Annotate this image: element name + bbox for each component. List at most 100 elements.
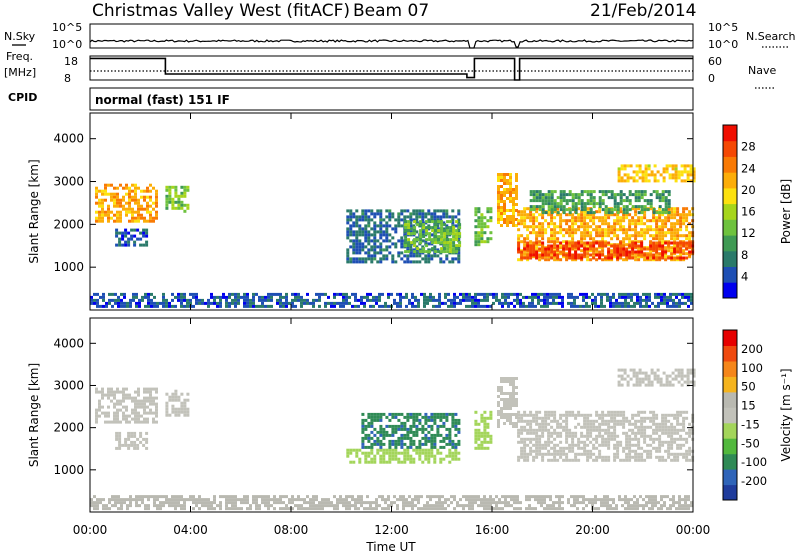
heatmap-cell	[99, 498, 102, 502]
heatmap-cell	[474, 213, 478, 217]
heatmap-cell	[512, 197, 515, 200]
heatmap-cell	[417, 304, 420, 308]
heatmap-cell	[421, 209, 425, 213]
heatmap-cell	[477, 428, 481, 432]
heatmap-cell	[616, 253, 620, 257]
heatmap-cell	[532, 253, 536, 257]
heatmap-cell	[140, 402, 143, 406]
heatmap-cell	[394, 427, 398, 431]
heatmap-cell	[610, 258, 614, 262]
heatmap-cell	[675, 295, 678, 299]
heatmap-cell	[601, 410, 605, 414]
heatmap-cell	[134, 414, 137, 418]
heatmap-cell	[523, 452, 527, 456]
heatmap-cell	[177, 407, 181, 411]
heatmap-cell	[515, 176, 518, 179]
freq-tick-top: 18	[64, 55, 78, 68]
heatmap-cell	[237, 498, 240, 502]
heatmap-cell	[489, 440, 493, 444]
heatmap-cell	[404, 238, 408, 242]
heatmap-cell	[422, 250, 426, 254]
heatmap-cell	[507, 292, 510, 296]
heatmap-cell	[418, 248, 422, 252]
heatmap-cell	[637, 244, 641, 248]
heatmap-cell	[631, 437, 635, 441]
heatmap-cell	[408, 495, 411, 499]
heatmap-cell	[606, 292, 609, 296]
heatmap-cell	[507, 501, 510, 505]
heatmap-cell	[503, 407, 506, 410]
heatmap-cell	[421, 215, 425, 219]
heatmap-cell	[435, 298, 438, 302]
heatmap-cell	[501, 304, 504, 308]
heatmap-cell	[369, 292, 372, 296]
heatmap-cell	[382, 239, 386, 243]
heatmap-cell	[503, 380, 506, 383]
heatmap-cell	[438, 295, 441, 299]
heatmap-cell	[450, 298, 453, 302]
heatmap-cell	[98, 219, 101, 223]
heatmap-cell	[273, 501, 276, 505]
heatmap-cell	[210, 301, 213, 305]
heatmap-cell	[685, 219, 689, 223]
heatmap-cell	[367, 439, 371, 443]
heatmap-cell	[391, 430, 395, 434]
heatmap-cell	[149, 393, 152, 397]
heatmap-cell	[625, 458, 629, 462]
heatmap-cell	[240, 295, 243, 299]
heatmap-cell	[523, 443, 527, 447]
heatmap-cell	[512, 422, 515, 425]
heatmap-cell	[153, 301, 156, 305]
heatmap-cell	[454, 454, 458, 458]
heatmap-cell	[480, 440, 484, 444]
heatmap-cell	[634, 210, 638, 214]
heatmap-cell	[610, 425, 614, 429]
heatmap-cell	[388, 209, 392, 213]
heatmap-cell	[640, 455, 644, 459]
heatmap-cell	[637, 455, 641, 459]
heatmap-cell	[468, 298, 471, 302]
heatmap-cell	[474, 304, 477, 308]
heatmap-cell	[300, 295, 303, 299]
heatmap-cell	[433, 442, 437, 446]
heatmap-cell	[535, 246, 539, 250]
heatmap-cell	[640, 231, 644, 235]
heatmap-cell	[547, 416, 551, 420]
heatmap-cell	[631, 422, 635, 426]
heatmap-cell	[643, 437, 647, 441]
heatmap-cell	[525, 495, 528, 499]
heatmap-cell	[506, 377, 509, 380]
heatmap-cell	[637, 219, 641, 223]
heatmap-cell	[391, 242, 395, 246]
heatmap-cell	[523, 243, 527, 247]
heatmap-cell	[550, 440, 554, 444]
heatmap-cell	[652, 190, 656, 194]
heatmap-cell	[101, 198, 104, 202]
heatmap-cell	[676, 237, 680, 241]
heatmap-cell	[442, 457, 446, 461]
heatmap-cell	[649, 255, 653, 259]
heatmap-cell	[421, 230, 425, 234]
heatmap-cell	[162, 304, 165, 308]
heatmap-cell	[655, 228, 659, 232]
heatmap-cell	[400, 451, 404, 455]
heatmap-cell	[379, 227, 383, 231]
heatmap-cell	[664, 231, 668, 235]
heatmap-cell	[364, 260, 368, 264]
heatmap-cell	[421, 415, 425, 419]
heatmap-cell	[600, 298, 603, 302]
heatmap-cell	[400, 212, 404, 216]
heatmap-cell	[454, 445, 458, 449]
heatmap-cell	[180, 401, 184, 405]
heatmap-cell	[201, 298, 204, 302]
heatmap-cell	[535, 422, 539, 426]
heatmap-cell	[607, 410, 611, 414]
heatmap-cell	[418, 209, 422, 213]
heatmap-cell	[643, 208, 647, 212]
heatmap-cell	[162, 295, 165, 299]
heatmap-cell	[676, 219, 680, 223]
heatmap-cell	[665, 164, 669, 168]
heatmap-cell	[361, 436, 365, 440]
heatmap-cell	[133, 443, 137, 447]
heatmap-cell	[577, 213, 581, 217]
